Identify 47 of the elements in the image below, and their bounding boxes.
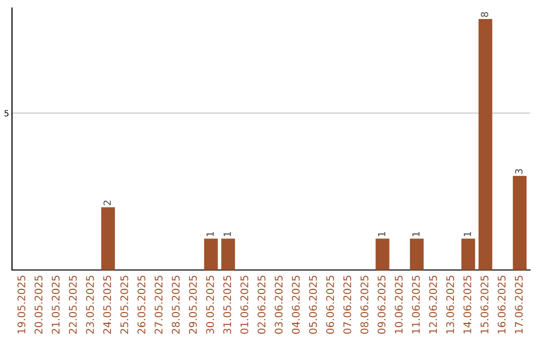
bar [101, 207, 115, 270]
x-tick-label: 17.06.2025 [514, 276, 523, 334]
x-tick-label: 21.05.2025 [52, 276, 60, 334]
x-tick-label: 22.05.2025 [68, 276, 77, 334]
x-tick-label: 09.06.2025 [378, 276, 386, 334]
bar [478, 18, 492, 270]
x-tick-label: 04.06.2025 [292, 276, 300, 334]
x-tick-label: 03.06.2025 [274, 276, 283, 334]
x-tick-label: 28.05.2025 [172, 276, 180, 334]
bar [410, 238, 424, 270]
data-label: 1 [224, 232, 231, 236]
x-tick-label: 27.05.2025 [154, 276, 163, 334]
x-tick-label: 13.06.2025 [446, 276, 454, 334]
y-tick-label: 5 [4, 110, 8, 116]
x-tick-label: 23.05.2025 [86, 276, 94, 334]
bar [461, 238, 476, 270]
x-tick-label: 05.06.2025 [309, 276, 317, 334]
data-label: 1 [378, 232, 386, 236]
x-tick-label: 12.06.2025 [429, 276, 437, 334]
x-tick-label: 10.06.2025 [394, 276, 403, 334]
bar [512, 176, 527, 270]
data-label: 1 [412, 232, 420, 236]
x-tick-label: 11.06.2025 [412, 276, 420, 334]
bar [204, 238, 218, 270]
x-tick-label: 15.06.2025 [480, 276, 488, 334]
x-tick-label: 07.06.2025 [343, 276, 352, 334]
x-tick-label: 30.05.2025 [206, 276, 214, 334]
x-tick-label: 01.06.2025 [240, 276, 248, 334]
x-tick-label: 06.06.2025 [326, 276, 334, 334]
data-label: 3 [515, 169, 523, 174]
x-tick-label: 24.05.2025 [103, 276, 112, 334]
x-tick-label: 02.06.2025 [258, 276, 266, 334]
x-tick-label: 14.06.2025 [463, 276, 472, 334]
x-tick-label: 16.06.2025 [498, 276, 506, 334]
x-tick-label: 25.05.2025 [120, 276, 128, 334]
x-tick-label: 31.05.2025 [223, 276, 232, 334]
x-tick-label: 08.06.2025 [360, 276, 368, 334]
data-label: 2 [104, 200, 111, 206]
bar [221, 238, 235, 270]
x-tick-label: 29.05.2025 [188, 276, 197, 334]
data-label: 1 [464, 232, 471, 236]
data-label: 8 [480, 12, 488, 17]
x-tick-label: 19.05.2025 [17, 276, 26, 334]
x-tick-label: 26.05.2025 [138, 276, 146, 334]
data-label: 1 [206, 232, 214, 236]
bar [376, 238, 390, 270]
x-tick-label: 20.05.2025 [34, 276, 42, 334]
